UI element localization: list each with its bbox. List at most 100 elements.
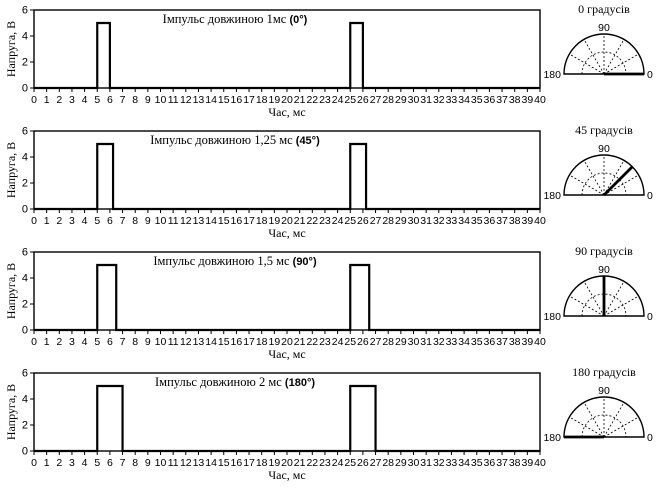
x-tick-label: 9 — [145, 457, 151, 469]
dial-radial — [603, 39, 625, 75]
x-tick-label: 33 — [446, 457, 458, 469]
x-tick-label: 23 — [319, 215, 331, 227]
dial-radial — [569, 174, 605, 196]
y-tick-label: 6 — [22, 247, 28, 259]
x-tick-label: 16 — [231, 215, 243, 227]
x-tick-label: 7 — [120, 336, 126, 348]
dial-angle-label: 180 градусів — [572, 365, 636, 379]
dial-radial — [583, 39, 605, 75]
x-tick-label: 16 — [231, 94, 243, 106]
x-tick-label: 8 — [132, 94, 138, 106]
y-tick-label: 2 — [22, 420, 28, 432]
x-tick-label: 28 — [382, 94, 394, 106]
servo-dial-4: 180 градусів 90 180 0 — [543, 365, 653, 444]
x-tick-label: 18 — [256, 457, 268, 469]
x-tick-label: 21 — [294, 336, 306, 348]
y-axis-label: Напруга, В — [4, 21, 18, 77]
dial-outline — [563, 275, 645, 317]
x-tick-label: 5 — [94, 94, 100, 106]
x-tick-label: 13 — [193, 457, 205, 469]
x-tick-label: 26 — [357, 94, 369, 106]
x-tick-label: 33 — [446, 94, 458, 106]
x-tick-label: 29 — [395, 457, 407, 469]
pulse-series-line — [34, 263, 540, 332]
x-tick-label: 2 — [56, 215, 62, 227]
x-tick-label: 37 — [496, 215, 508, 227]
x-tick-label: 13 — [193, 94, 205, 106]
x-tick-label: 1 — [44, 336, 50, 348]
x-tick-label: 35 — [471, 215, 483, 227]
x-tick-label: 15 — [218, 457, 230, 469]
dial-outline — [563, 396, 645, 438]
x-tick-label: 18 — [256, 94, 268, 106]
x-tick-label: 36 — [484, 336, 496, 348]
x-tick-label: 29 — [395, 215, 407, 227]
dial-radial — [583, 160, 605, 196]
x-tick-label: 17 — [243, 94, 255, 106]
x-tick-label: 2 — [56, 336, 62, 348]
x-tick-label: 22 — [306, 215, 318, 227]
x-tick-label: 37 — [496, 94, 508, 106]
x-tick-label: 17 — [243, 215, 255, 227]
x-tick-label: 3 — [69, 215, 75, 227]
dial-angle-label: 90 градусів — [575, 244, 633, 258]
y-tick-label: 4 — [22, 273, 28, 285]
x-tick-label: 27 — [370, 94, 382, 106]
x-tick-label: 26 — [357, 457, 369, 469]
dial-inner-arc — [581, 172, 627, 196]
dial-tick-0: 0 — [647, 69, 653, 81]
dial-inner-arc — [581, 414, 627, 438]
dial-radial — [603, 281, 625, 317]
chart-title-angle: (0°) — [289, 14, 307, 26]
x-tick-label: 40 — [534, 457, 546, 469]
x-tick-label: 34 — [458, 215, 470, 227]
x-tick-label: 24 — [332, 215, 344, 227]
x-tick-label: 10 — [155, 336, 167, 348]
x-tick-label: 22 — [306, 94, 318, 106]
x-tick-label: 19 — [269, 457, 281, 469]
dial-needle — [603, 165, 634, 196]
x-tick-label: 12 — [180, 457, 192, 469]
x-tick-label: 16 — [231, 336, 243, 348]
x-tick-label: 3 — [69, 336, 75, 348]
x-tick-label: 7 — [120, 94, 126, 106]
x-tick-label: 25 — [344, 336, 356, 348]
chart-title: Імпульс довжиною 1,5 мс (90°) — [153, 254, 317, 268]
x-tick-label: 39 — [522, 336, 534, 348]
x-tick-label: 39 — [522, 457, 534, 469]
servo-dial-3: 90 градусів 90 180 0 — [543, 244, 653, 323]
x-tick-label: 38 — [509, 336, 521, 348]
x-tick-label: 30 — [408, 215, 420, 227]
x-tick-label: 24 — [332, 94, 344, 106]
x-tick-label: 21 — [294, 457, 306, 469]
chart-title: Імпульс довжиною 1,25 мс (45°) — [150, 133, 320, 147]
x-tick-label: 40 — [534, 336, 546, 348]
y-tick-label: 2 — [22, 178, 28, 190]
x-tick-label: 33 — [446, 215, 458, 227]
x-tick-label: 12 — [180, 336, 192, 348]
x-tick-label: 29 — [395, 94, 407, 106]
x-tick-label: 5 — [94, 457, 100, 469]
x-tick-label: 10 — [155, 457, 167, 469]
dial-tick-0: 0 — [647, 311, 653, 323]
y-tick-label: 6 — [22, 5, 28, 17]
x-tick-label: 6 — [107, 94, 113, 106]
y-tick-label: 0 — [22, 204, 28, 216]
x-tick-label: 40 — [534, 94, 546, 106]
x-tick-label: 9 — [145, 336, 151, 348]
dial-tick-180: 180 — [543, 69, 561, 81]
y-tick-label: 4 — [22, 152, 28, 164]
x-tick-label: 30 — [408, 336, 420, 348]
dial-tick-90: 90 — [598, 143, 610, 155]
x-tick-label: 10 — [155, 215, 167, 227]
chart-title-text: Імпульс довжиною 1,5 мс — [153, 254, 292, 268]
x-tick-label: 14 — [205, 215, 217, 227]
x-tick-label: 18 — [256, 336, 268, 348]
x-tick-label: 30 — [408, 94, 420, 106]
pulse-series-line — [34, 384, 540, 453]
x-tick-label: 36 — [484, 457, 496, 469]
x-tick-label: 23 — [319, 457, 331, 469]
x-tick-label: 21 — [294, 215, 306, 227]
